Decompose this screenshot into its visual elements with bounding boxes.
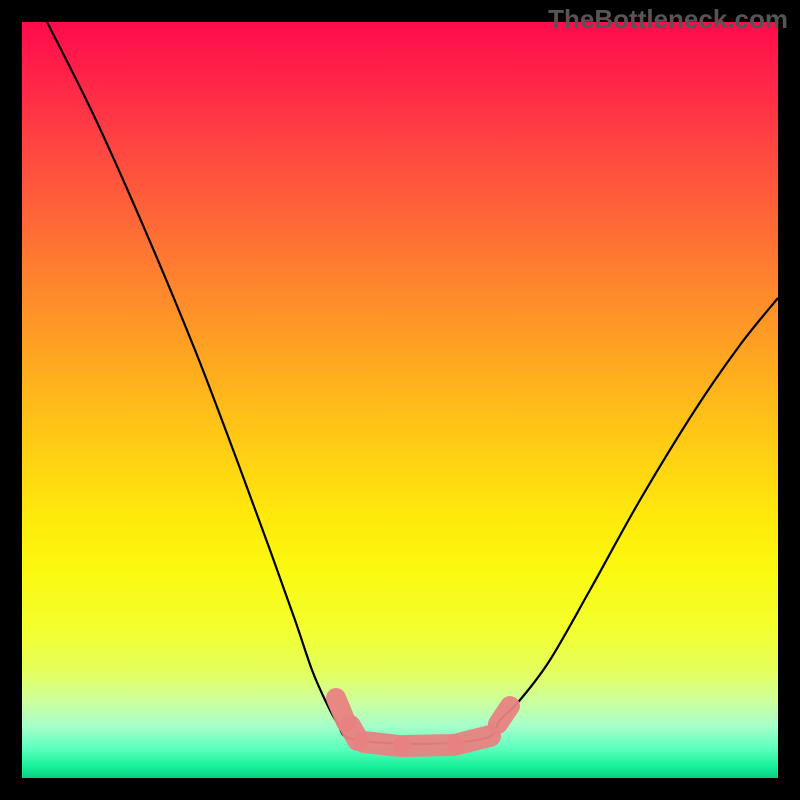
curve-layer (22, 22, 778, 778)
data-marker (404, 745, 454, 746)
bottleneck-curve (47, 22, 778, 744)
watermark-text: TheBottleneck.com (548, 4, 788, 35)
chart-frame: TheBottleneck.com (0, 0, 800, 800)
data-marker (498, 706, 510, 724)
data-marker (458, 736, 490, 744)
plot-area (22, 22, 778, 778)
